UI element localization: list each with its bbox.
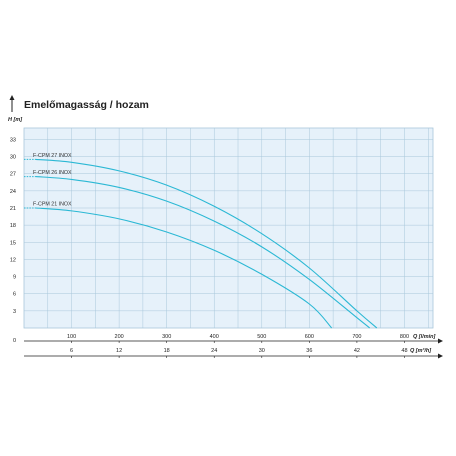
x-axis-m3h — [24, 353, 443, 359]
y-axis-arrow — [9, 95, 15, 112]
x-tick-label: 800 — [400, 334, 409, 340]
x-axis-title: Q [l/min] — [413, 334, 435, 340]
y-tick-label: 24 — [10, 189, 16, 195]
y-tick-label: 18 — [10, 223, 16, 229]
grid-lines — [24, 128, 433, 328]
y-tick-label: 6 — [13, 292, 16, 298]
x-axis-ticks: 100 200 300 400 500 600 700 800 — [67, 334, 409, 343]
x-axis-lmin — [24, 338, 443, 344]
x-tick-label: 700 — [352, 334, 361, 340]
y-tick-label: 15 — [10, 240, 16, 246]
curves — [24, 158, 378, 329]
series-label: F-CPM 27 INOX — [33, 153, 72, 159]
x-tick-label: 400 — [210, 334, 219, 340]
x-tick-label: 600 — [305, 334, 314, 340]
y-axis-ticks: 0 3 6 9 12 15 18 21 24 27 30 33 — [10, 137, 16, 344]
x-tick-label: 300 — [162, 334, 171, 340]
series-line — [35, 207, 333, 329]
x2-axis-ticks: 6 12 18 24 30 36 42 48 — [70, 348, 408, 358]
y-tick-label: 3 — [13, 309, 16, 315]
x2-tick-label: 12 — [116, 348, 122, 354]
x2-tick-label: 24 — [211, 348, 217, 354]
series-line — [35, 176, 371, 329]
x2-tick-label: 6 — [70, 348, 73, 354]
series-label: F-CPM 21 INOX — [33, 202, 72, 208]
y-tick-label: 12 — [10, 257, 16, 263]
x2-tick-label: 30 — [259, 348, 265, 354]
x-tick-label: 500 — [257, 334, 266, 340]
y-tick-label: 21 — [10, 206, 16, 212]
x2-tick-label: 18 — [164, 348, 170, 354]
chart-title: Emelőmagasság / hozam — [24, 99, 149, 111]
series-labels: F-CPM 27 INOX F-CPM 26 INOX F-CPM 21 INOX — [33, 153, 72, 208]
x2-tick-label: 36 — [306, 348, 312, 354]
series-label: F-CPM 26 INOX — [33, 170, 72, 176]
y-tick-label: 30 — [10, 155, 16, 161]
y-tick-label: 27 — [10, 172, 16, 178]
x2-tick-label: 42 — [354, 348, 360, 354]
y-tick-label: 33 — [10, 137, 16, 143]
x2-tick-label: 48 — [401, 348, 407, 354]
series-line — [35, 158, 378, 329]
y-axis-title: H [m] — [8, 117, 22, 123]
x2-axis-title: Q [m³/h] — [410, 347, 431, 354]
y-tick-label: 9 — [13, 275, 16, 281]
x-tick-label: 200 — [115, 334, 124, 340]
y-tick-label: 0 — [13, 338, 16, 344]
x-tick-label: 100 — [67, 334, 76, 340]
